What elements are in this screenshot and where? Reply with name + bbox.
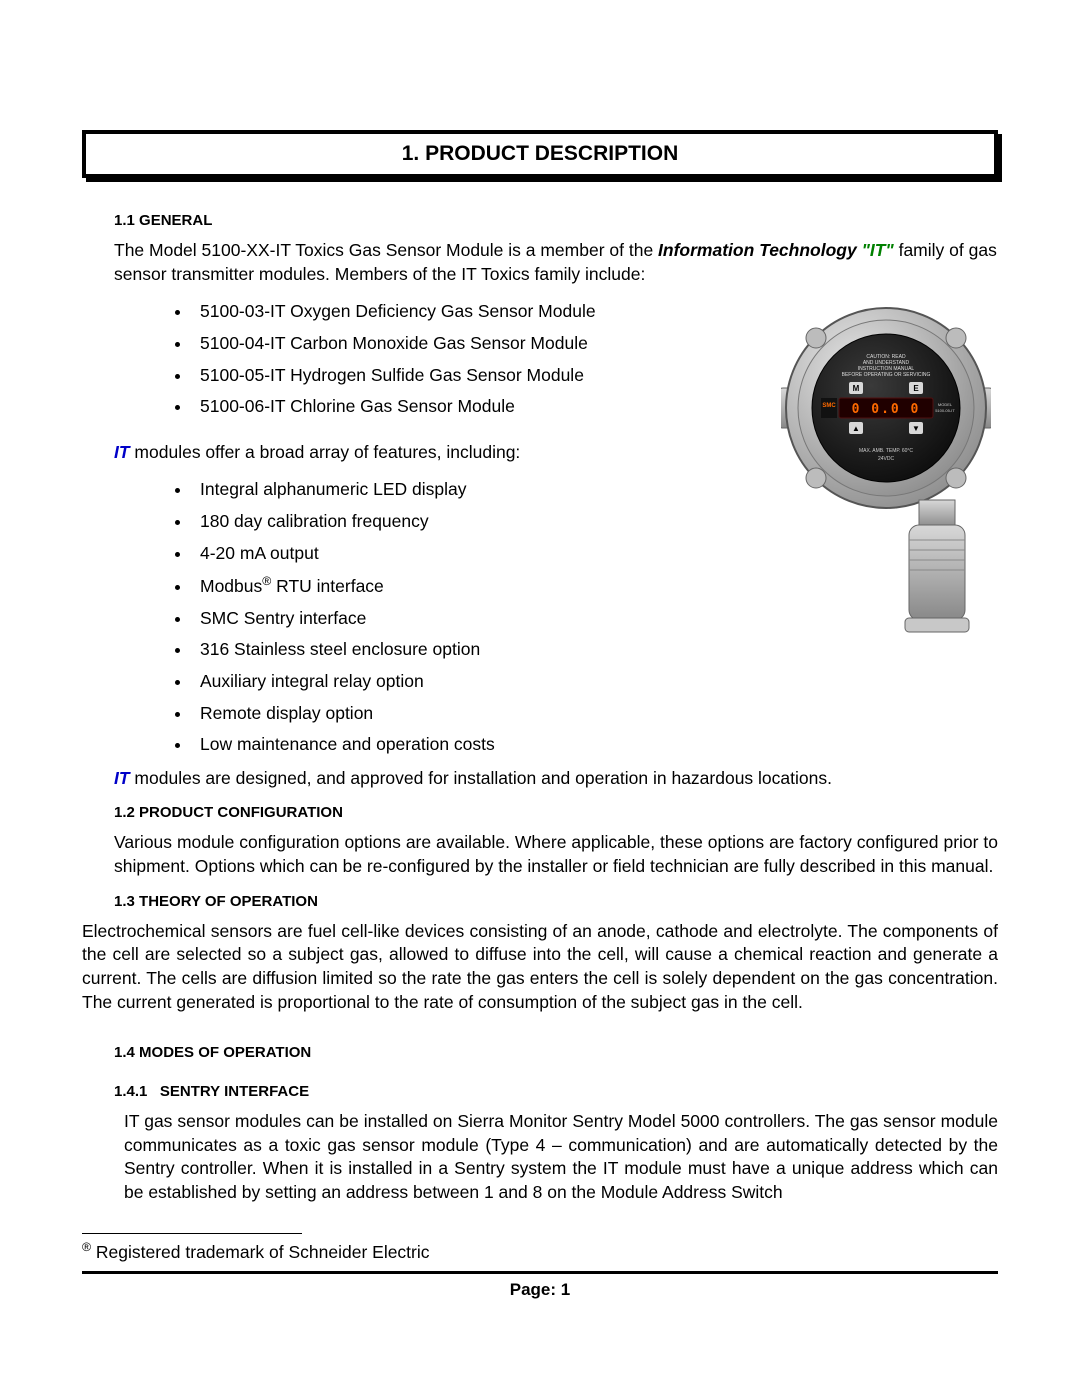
list-item: 5100-05-IT Hydrogen Sulfide Gas Sensor M… bbox=[192, 364, 753, 388]
heading-1-2: 1.2 PRODUCT CONFIGURATION bbox=[82, 804, 998, 821]
footnote: ® Registered trademark of Schneider Elec… bbox=[82, 1240, 998, 1263]
svg-text:MODEL: MODEL bbox=[937, 402, 952, 407]
svg-text:M: M bbox=[852, 384, 859, 393]
svg-text:E: E bbox=[913, 384, 919, 393]
svg-text:5100-05-IT: 5100-05-IT bbox=[935, 408, 955, 413]
features-intro: IT modules offer a broad array of featur… bbox=[82, 441, 753, 465]
list-item: 180 day calibration frequency bbox=[192, 510, 753, 534]
it-prefix: IT bbox=[114, 442, 130, 462]
it-prefix: IT bbox=[114, 768, 130, 788]
list-item: 5100-06-IT Chlorine Gas Sensor Module bbox=[192, 395, 753, 419]
models-column: 5100-03-IT Oxygen Deficiency Gas Sensor … bbox=[82, 300, 753, 767]
model-list: 5100-03-IT Oxygen Deficiency Gas Sensor … bbox=[82, 300, 753, 419]
list-item: Remote display option bbox=[192, 702, 753, 726]
list-item: 4-20 mA output bbox=[192, 542, 753, 566]
sentry-text: IT gas sensor modules can be installed o… bbox=[82, 1110, 998, 1205]
brand-name: Information Technology bbox=[658, 240, 862, 260]
list-item: Modbus® RTU interface bbox=[192, 573, 753, 598]
svg-text:0 0.0 0: 0 0.0 0 bbox=[851, 402, 920, 417]
product-config-text: Various module configuration options are… bbox=[82, 831, 998, 878]
svg-text:▲: ▲ bbox=[852, 424, 860, 433]
list-item: Low maintenance and operation costs bbox=[192, 733, 753, 757]
footnote-mark: ® bbox=[82, 1240, 91, 1254]
heading-1-3: 1.3 THEORY OF OPERATION bbox=[82, 893, 998, 910]
section-title-bar: 1. PRODUCT DESCRIPTION bbox=[82, 130, 998, 178]
list-item: 316 Stainless steel enclosure option bbox=[192, 638, 753, 662]
general-intro: The Model 5100-XX-IT Toxics Gas Sensor M… bbox=[82, 239, 998, 286]
feature-list: Integral alphanumeric LED display 180 da… bbox=[82, 478, 753, 756]
svg-text:▼: ▼ bbox=[912, 424, 920, 433]
general-closing: IT modules are designed, and approved fo… bbox=[82, 767, 998, 791]
list-item: Integral alphanumeric LED display bbox=[192, 478, 753, 502]
models-and-image-row: 5100-03-IT Oxygen Deficiency Gas Sensor … bbox=[82, 300, 998, 767]
svg-text:BEFORE OPERATING OR SERVICING: BEFORE OPERATING OR SERVICING bbox=[841, 372, 930, 378]
svg-text:24VDC: 24VDC bbox=[877, 456, 894, 462]
page-number: Page: 1 bbox=[82, 1274, 998, 1300]
list-item: SMC Sentry interface bbox=[192, 607, 753, 631]
it-label: "IT" bbox=[862, 240, 894, 260]
svg-text:SMC: SMC bbox=[822, 403, 836, 409]
footnote-rule bbox=[82, 1233, 302, 1234]
product-image-column: CAUTION: READ AND UNDERSTAND INSTRUCTION… bbox=[773, 300, 998, 650]
heading-1-4: 1.4 MODES OF OPERATION bbox=[82, 1044, 998, 1061]
theory-text: Electrochemical sensors are fuel cell-li… bbox=[82, 920, 998, 1015]
heading-1-1: 1.1 GENERAL bbox=[82, 212, 998, 229]
list-item: Auxiliary integral relay option bbox=[192, 670, 753, 694]
heading-1-4-1: 1.4.1 SENTRY INTERFACE bbox=[114, 1083, 998, 1100]
section-title: 1. PRODUCT DESCRIPTION bbox=[402, 142, 679, 165]
list-item: 5100-04-IT Carbon Monoxide Gas Sensor Mo… bbox=[192, 332, 753, 356]
svg-text:MAX. AMB. TEMP. 60°C: MAX. AMB. TEMP. 60°C bbox=[858, 448, 912, 454]
list-item: 5100-03-IT Oxygen Deficiency Gas Sensor … bbox=[192, 300, 753, 324]
gas-sensor-icon: CAUTION: READ AND UNDERSTAND INSTRUCTION… bbox=[781, 300, 991, 650]
